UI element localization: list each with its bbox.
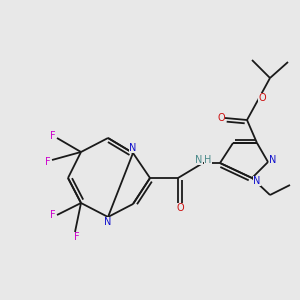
Text: N: N [253,176,261,186]
Text: O: O [258,93,266,103]
Text: F: F [50,131,56,141]
Text: O: O [217,113,225,123]
Text: N: N [269,155,277,165]
Text: N: N [104,217,112,227]
Text: F: F [45,157,51,167]
Text: N: N [129,143,137,153]
Text: N: N [195,155,203,165]
Text: F: F [74,232,80,242]
Text: F: F [50,210,56,220]
Text: H: H [204,155,212,165]
Text: O: O [176,203,184,213]
